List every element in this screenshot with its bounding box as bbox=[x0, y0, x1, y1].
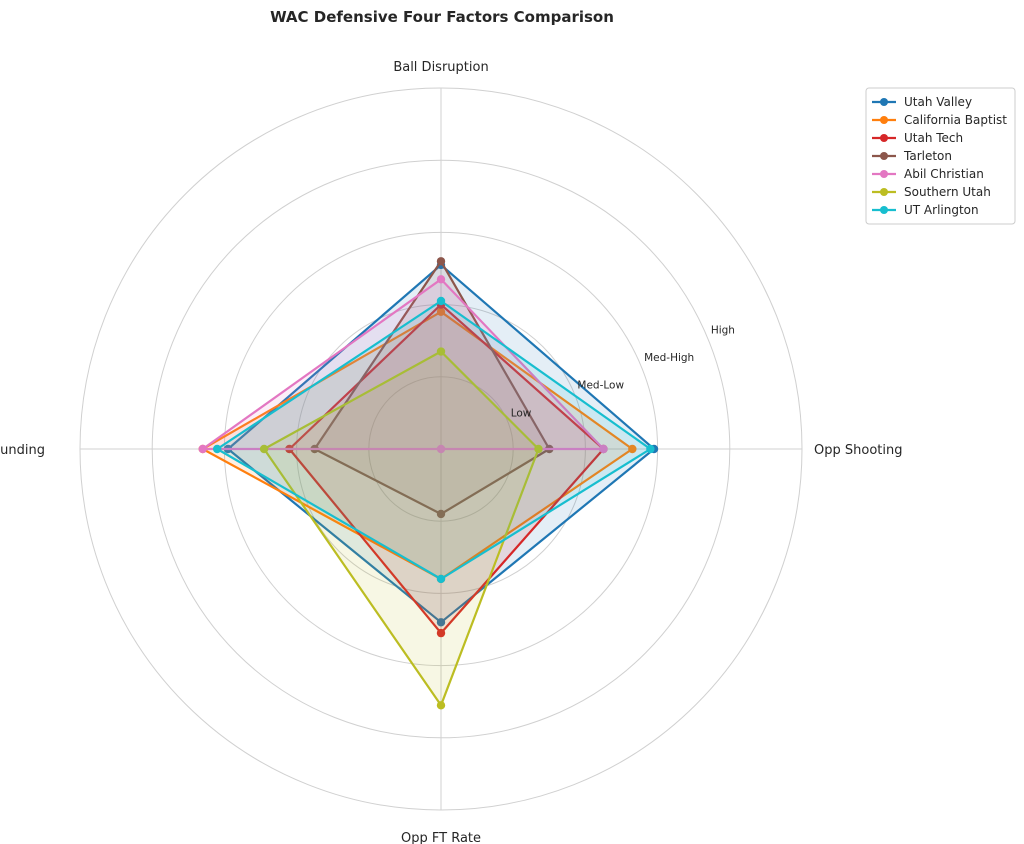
axis-labels: Ball Disruption Opp Shooting Opp FT Rate De… bbox=[0, 60, 902, 844]
tick-labels: Low Med-Low Med-High High bbox=[511, 324, 735, 419]
series-5 bbox=[198, 275, 608, 454]
legend-label: Utah Valley bbox=[904, 95, 972, 109]
legend-item: California Baptist bbox=[872, 113, 1007, 127]
series-fill bbox=[264, 351, 539, 706]
series-layer bbox=[198, 257, 659, 710]
series-fill bbox=[314, 261, 550, 514]
tick-label-2: Med-Low bbox=[577, 380, 624, 392]
legend-marker bbox=[880, 170, 888, 178]
data-point bbox=[436, 275, 446, 284]
legend-label: Abil Christian bbox=[904, 167, 984, 181]
data-point bbox=[436, 618, 446, 627]
data-point bbox=[436, 347, 446, 356]
legend-label: Utah Tech bbox=[904, 131, 963, 145]
data-point bbox=[436, 628, 446, 638]
tick-label-1: Low bbox=[511, 407, 532, 419]
legend-item: Tarleton bbox=[872, 149, 952, 163]
legend-box bbox=[865, 87, 1016, 225]
data-point bbox=[436, 257, 446, 266]
series-7 bbox=[212, 296, 655, 584]
data-point bbox=[198, 444, 207, 454]
data-point bbox=[436, 574, 446, 584]
legend-label: UT Arlington bbox=[904, 203, 979, 217]
legend-marker bbox=[880, 134, 888, 142]
chart-title: WAC Defensive Four Factors Comparison bbox=[270, 8, 614, 26]
legend-item: Southern Utah bbox=[872, 185, 991, 199]
data-point bbox=[436, 296, 446, 306]
data-point bbox=[534, 444, 543, 454]
data-point bbox=[436, 701, 446, 710]
series-6 bbox=[259, 347, 543, 710]
legend-marker bbox=[880, 188, 888, 196]
legend-marker bbox=[880, 206, 888, 214]
data-point bbox=[436, 307, 446, 317]
series-4 bbox=[310, 257, 554, 519]
legend-label: California Baptist bbox=[904, 113, 1007, 127]
data-point bbox=[436, 509, 446, 519]
series-fill bbox=[217, 301, 651, 579]
axis-label-1: Ball Disruption bbox=[393, 60, 488, 75]
tick-label-3: Med-High bbox=[644, 352, 694, 364]
axis-label-4: Def Rebounding bbox=[0, 443, 45, 458]
legend-label: Southern Utah bbox=[904, 185, 991, 199]
legend-label: Tarleton bbox=[903, 149, 952, 163]
axis-label-3: Opp FT Rate bbox=[401, 831, 481, 844]
data-point bbox=[259, 444, 269, 454]
legend-item: Utah Tech bbox=[872, 131, 963, 145]
series-fill bbox=[202, 279, 604, 449]
legend-marker bbox=[880, 98, 888, 106]
data-point bbox=[599, 444, 608, 454]
data-point bbox=[212, 444, 222, 454]
axis-label-2: Opp Shooting bbox=[814, 443, 902, 458]
series-fill bbox=[289, 304, 604, 634]
data-point bbox=[646, 444, 655, 454]
tick-label-4: High bbox=[711, 324, 735, 336]
data-point bbox=[628, 444, 637, 454]
legend: Utah Valley California Baptist Utah Tech Ta… bbox=[865, 87, 1016, 225]
legend-item: UT Arlington bbox=[872, 203, 979, 217]
legend-marker bbox=[880, 116, 888, 124]
data-point bbox=[436, 444, 446, 454]
legend-marker bbox=[880, 152, 888, 160]
legend-item: Utah Valley bbox=[872, 95, 972, 109]
series-fill bbox=[228, 264, 654, 623]
legend-item: Abil Christian bbox=[872, 167, 984, 181]
